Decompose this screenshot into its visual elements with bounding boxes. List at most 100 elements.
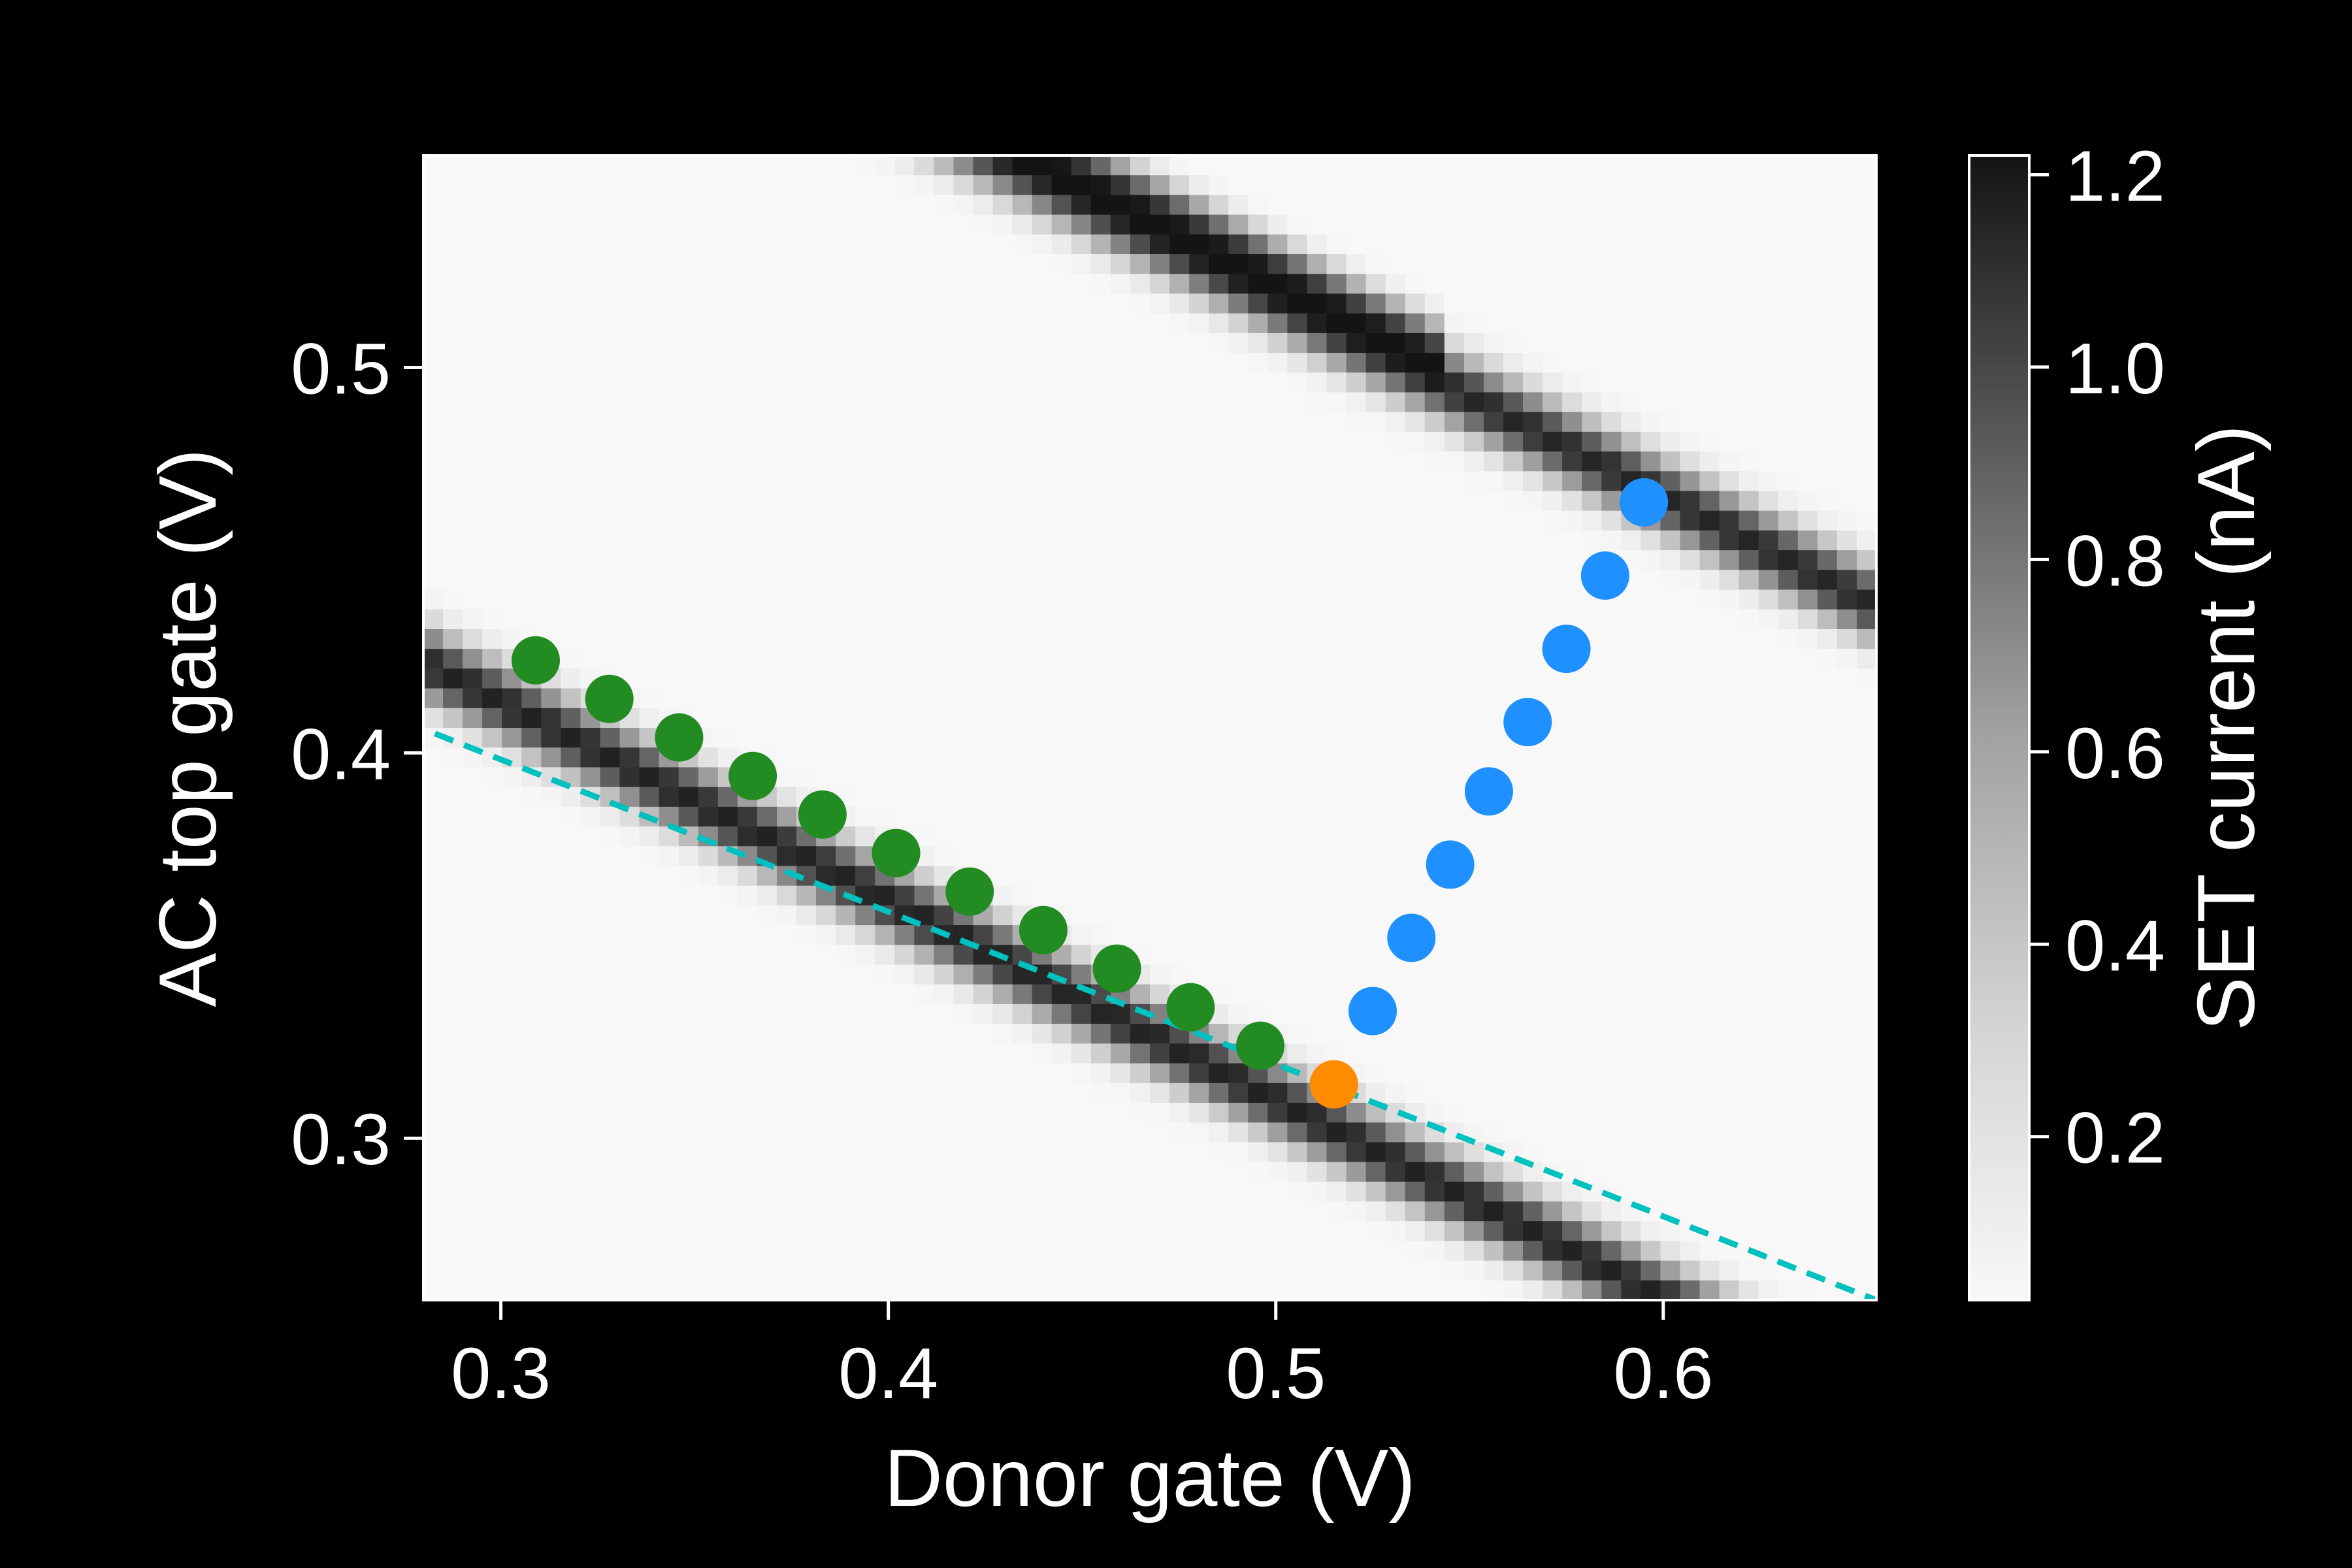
heatmap-cell (914, 1201, 935, 1222)
heatmap-cell (1641, 806, 1661, 827)
heatmap-cell (776, 234, 797, 255)
heatmap-cell (463, 767, 483, 788)
heatmap-cell (443, 431, 463, 452)
heatmap-cell (894, 984, 915, 1005)
heatmap-cell (1739, 1004, 1759, 1024)
heatmap-cell (698, 629, 719, 649)
heatmap-cell (836, 550, 856, 571)
heatmap-cell (1405, 293, 1426, 314)
heatmap-cell (757, 353, 777, 374)
heatmap-cell (1365, 925, 1386, 946)
heatmap-cell (1169, 964, 1190, 985)
heatmap-cell (541, 313, 562, 334)
heatmap-cell (1405, 313, 1426, 334)
heatmap-cell (1405, 530, 1426, 551)
heatmap-cell (836, 293, 856, 314)
heatmap-cell (776, 846, 797, 867)
heatmap-cell (1110, 1004, 1131, 1024)
heatmap-cell (875, 1280, 896, 1300)
heatmap-cell (1032, 254, 1053, 275)
heatmap-cell (1307, 214, 1328, 235)
heatmap-cell (1385, 1063, 1406, 1084)
heatmap-cell (992, 806, 1013, 827)
heatmap-cell (1680, 728, 1701, 749)
heatmap-cell (1267, 1280, 1288, 1300)
heatmap-cell (914, 688, 935, 709)
heatmap-cell (1641, 451, 1661, 472)
heatmap-cell (1523, 1122, 1543, 1143)
heatmap-cell (1110, 1122, 1131, 1143)
heatmap-cell (1169, 1181, 1190, 1202)
heatmap-cell (1699, 550, 1720, 571)
heatmap-cell (973, 1063, 994, 1084)
heatmap-cell (1228, 293, 1249, 314)
heatmap-cell (1680, 510, 1701, 531)
heatmap-cell (1150, 905, 1170, 926)
heatmap-cell (1680, 214, 1701, 235)
heatmap-cell (1150, 1280, 1170, 1300)
heatmap-cell (1248, 747, 1269, 768)
heatmap-cell (1346, 609, 1367, 630)
heatmap-cell (1601, 293, 1622, 314)
heatmap-cell (1130, 629, 1151, 649)
heatmap-cell (1778, 530, 1799, 551)
heatmap-cell (1523, 609, 1543, 630)
heatmap-cell (1523, 826, 1543, 847)
heatmap-cell (1248, 728, 1269, 749)
heatmap-cell (1582, 1122, 1603, 1143)
heatmap-cell (776, 1063, 797, 1084)
heatmap-cell (914, 1004, 935, 1024)
heatmap-cell (1739, 846, 1759, 867)
heatmap-cell (1739, 431, 1759, 452)
heatmap-cell (1817, 1221, 1838, 1242)
heatmap-cell (1660, 471, 1681, 492)
heatmap-cell (1837, 688, 1857, 709)
heatmap-cell (1483, 1221, 1504, 1242)
heatmap-cell (1228, 1221, 1249, 1242)
heatmap-cell (1346, 254, 1367, 275)
heatmap-cell (1248, 846, 1269, 867)
heatmap-cell (796, 412, 817, 433)
heatmap-cell (1601, 925, 1622, 946)
heatmap-cell (1778, 510, 1799, 531)
heatmap-cell (1601, 491, 1622, 512)
heatmap-cell (1543, 1122, 1563, 1143)
heatmap-cell (1523, 333, 1543, 353)
heatmap-cell (1483, 1063, 1504, 1084)
heatmap-cell (836, 1280, 856, 1300)
heatmap-cell (639, 964, 660, 985)
heatmap-cell (1758, 925, 1779, 946)
heatmap-cell (816, 1142, 836, 1163)
heatmap-cell (698, 254, 719, 275)
heatmap-cell (1150, 1260, 1170, 1281)
heatmap-cell (521, 964, 542, 985)
heatmap-cell (561, 806, 581, 827)
heatmap-cell (482, 530, 503, 551)
heatmap-cell (1385, 372, 1406, 393)
heatmap-cell (894, 1241, 915, 1262)
heatmap-cell (541, 392, 562, 413)
heatmap-cell (776, 1004, 797, 1024)
heatmap-cell (639, 353, 660, 374)
heatmap-cell (1601, 767, 1622, 788)
heatmap-cell (1463, 313, 1484, 334)
heatmap-cell (1817, 688, 1838, 709)
heatmap-cell (1032, 431, 1053, 452)
heatmap-cell (1856, 510, 1876, 531)
heatmap-cell (1758, 1063, 1779, 1084)
heatmap-cell (1444, 1162, 1465, 1183)
heatmap-cell (502, 1043, 523, 1064)
heatmap-cell (541, 293, 562, 314)
heatmap-cell (1621, 589, 1642, 610)
heatmap-cell (1444, 1241, 1465, 1262)
heatmap-cell (659, 570, 679, 591)
heatmap-cell (1169, 293, 1190, 314)
heatmap-cell (1012, 214, 1033, 235)
heatmap-cell (1287, 195, 1308, 216)
heatmap-cell (698, 392, 719, 413)
heatmap-cell (796, 274, 817, 295)
heatmap-cell (1641, 570, 1661, 591)
heatmap-cell (1326, 708, 1347, 728)
heatmap-cell (875, 1063, 896, 1084)
heatmap-cell (1503, 1221, 1524, 1242)
